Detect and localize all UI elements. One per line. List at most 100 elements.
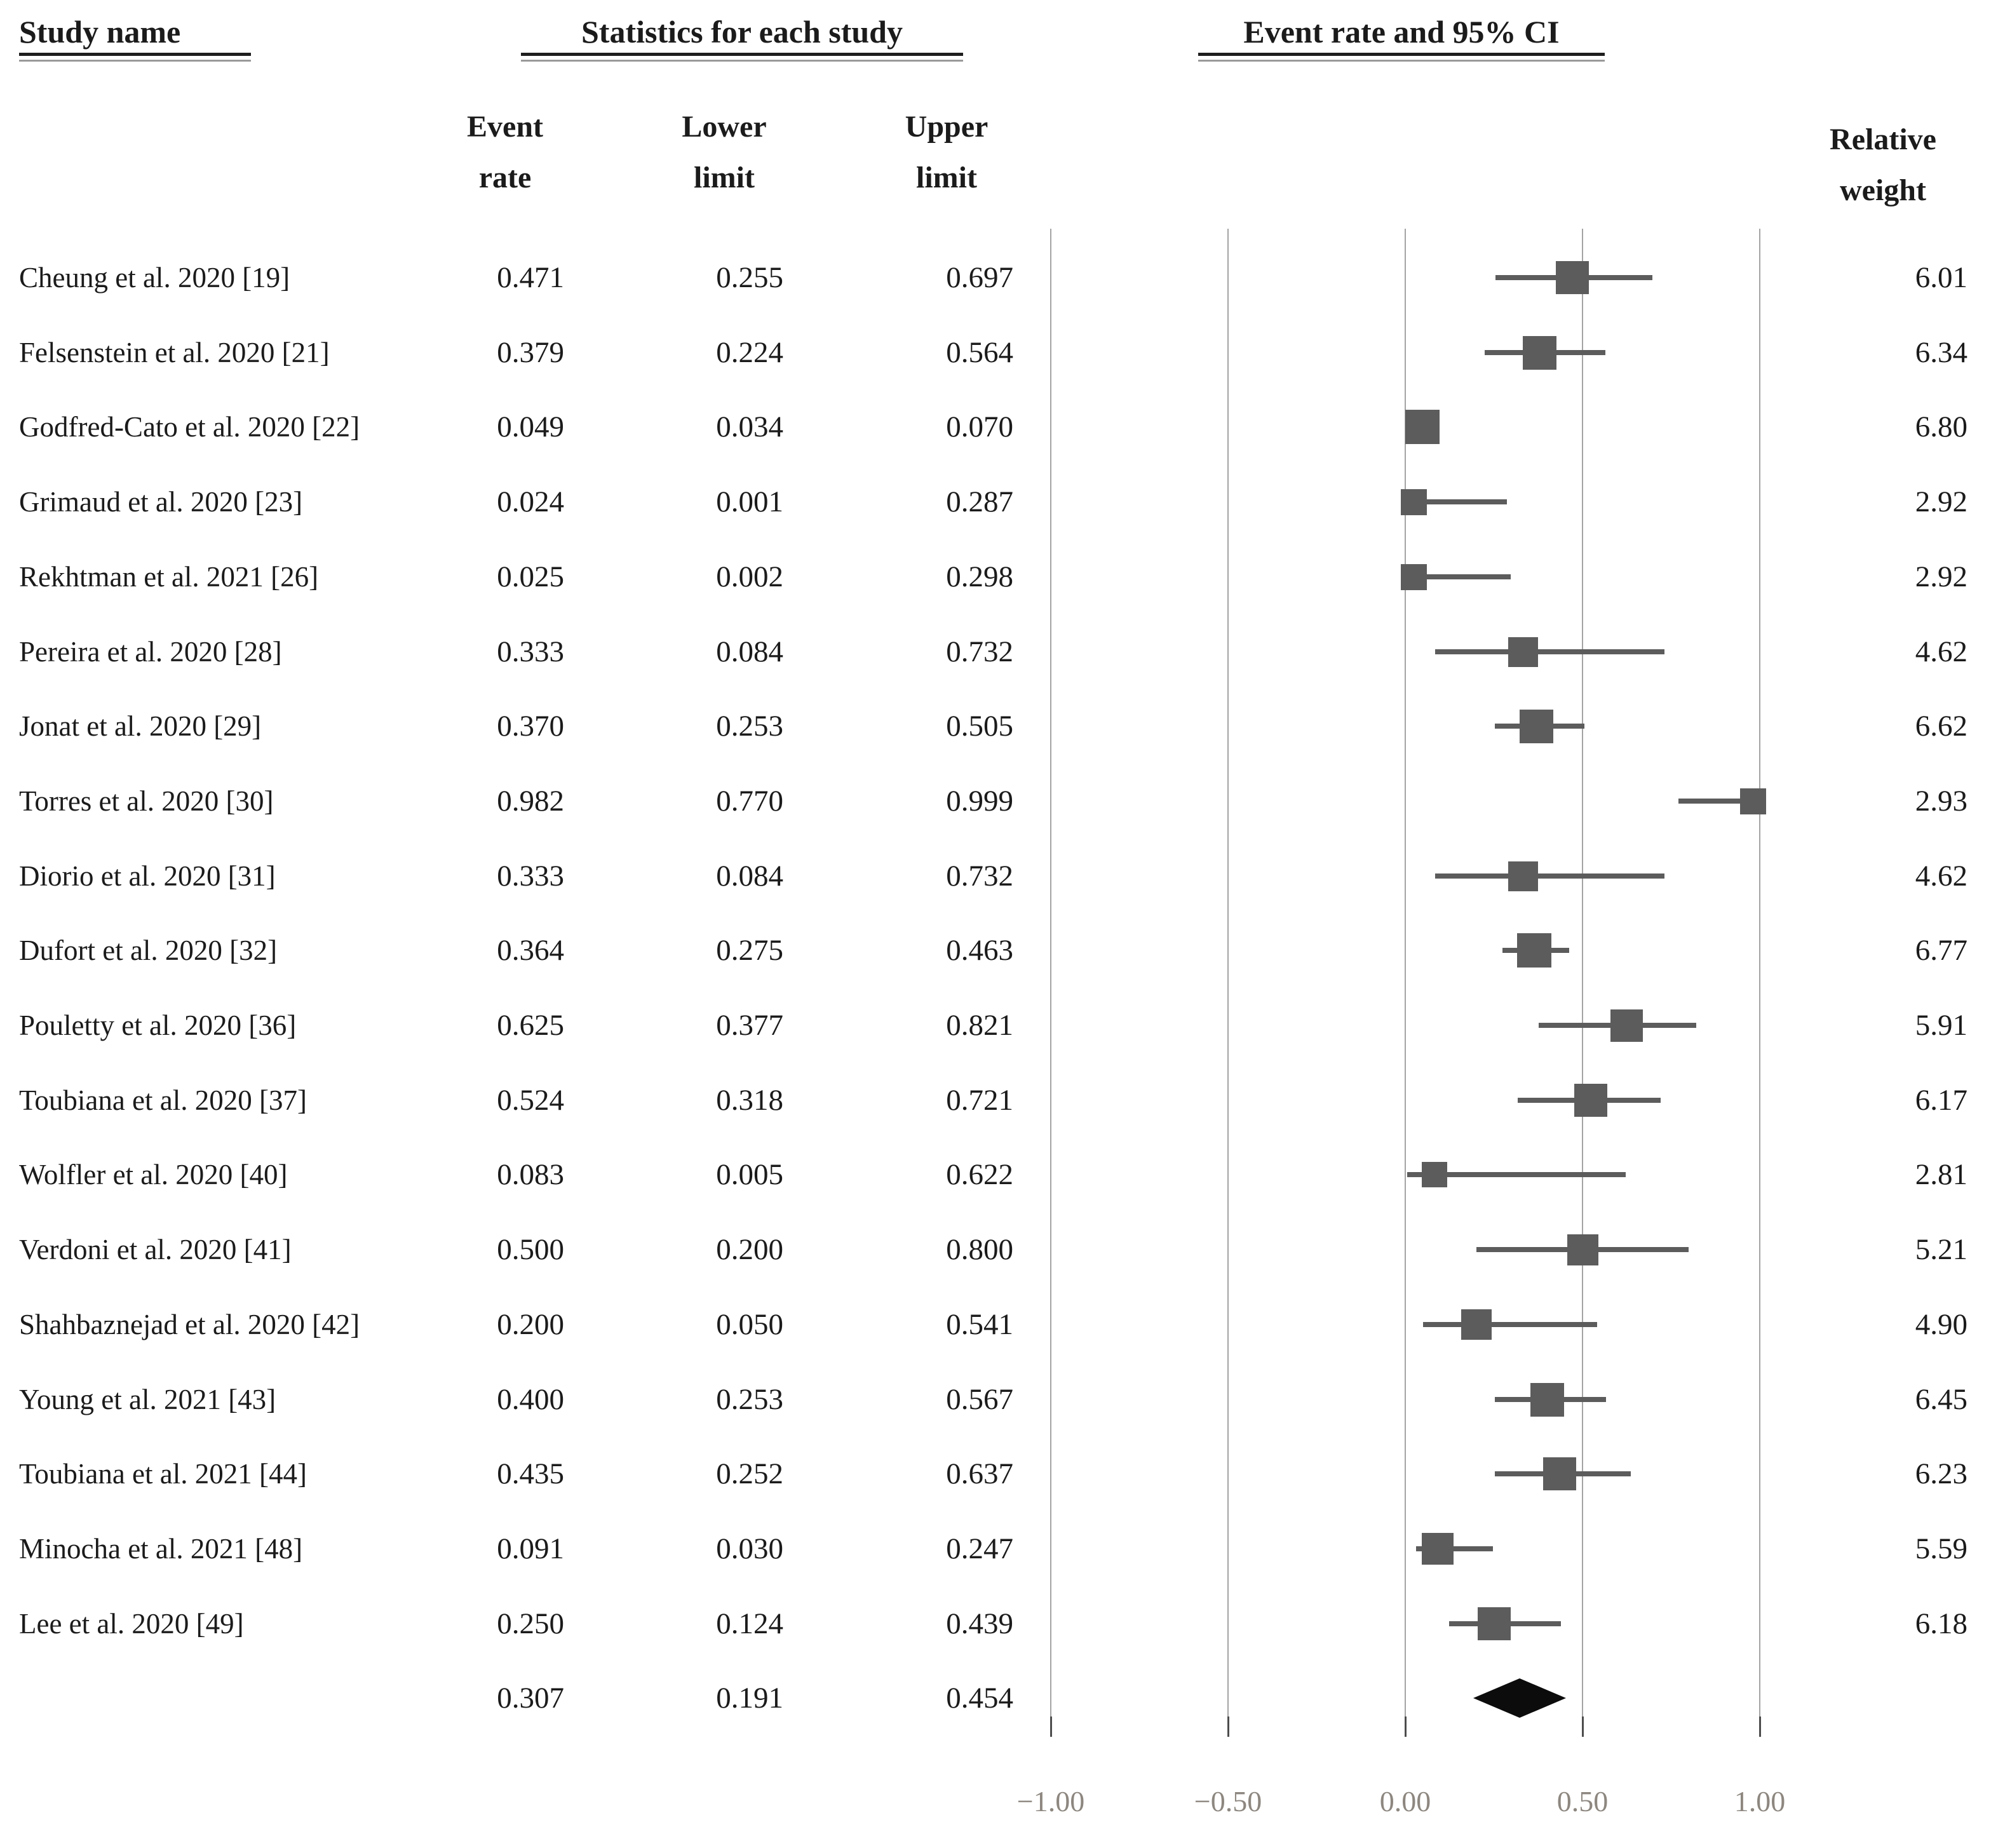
event-rate-value: 0.049 bbox=[497, 410, 564, 443]
lower-limit-value: 0.200 bbox=[716, 1233, 783, 1266]
event-rate-value: 0.024 bbox=[497, 485, 564, 518]
relative-weight-column-header: Relative weight bbox=[1788, 114, 1978, 216]
relative-weight-value: 2.93 bbox=[1915, 785, 1967, 818]
ci-whisker bbox=[1406, 499, 1507, 504]
event-rate-box bbox=[1422, 1533, 1454, 1565]
event-rate-ci-header-label: Event rate and 95% CI bbox=[1198, 14, 1605, 62]
event-rate-value: 0.982 bbox=[497, 785, 564, 818]
study-name: Pereira et al. 2020 [28] bbox=[19, 636, 282, 668]
upper-limit-column-header-line2: limit bbox=[916, 161, 977, 194]
event-rate-box bbox=[1508, 861, 1538, 891]
lower-limit-value: 0.084 bbox=[716, 635, 783, 668]
upper-limit-value: 0.564 bbox=[946, 336, 1013, 369]
event-rate-value: 0.250 bbox=[497, 1607, 564, 1640]
relative-weight-value: 6.01 bbox=[1915, 261, 1967, 294]
study-name: Rekhtman et al. 2021 [26] bbox=[19, 561, 319, 593]
lower-limit-value: 0.124 bbox=[716, 1607, 783, 1640]
upper-limit-value: 0.622 bbox=[946, 1158, 1013, 1191]
event-rate-box bbox=[1567, 1234, 1598, 1265]
event-rate-value: 0.471 bbox=[497, 261, 564, 294]
upper-limit-value: 0.505 bbox=[946, 710, 1013, 743]
relative-weight-value: 4.62 bbox=[1915, 860, 1967, 893]
relative-weight-value: 4.62 bbox=[1915, 635, 1967, 668]
lower-limit-value: 0.005 bbox=[716, 1158, 783, 1191]
event-rate-box bbox=[1478, 1607, 1511, 1640]
study-name: Toubiana et al. 2020 [37] bbox=[19, 1084, 307, 1116]
event-rate-column-header-line2: rate bbox=[478, 161, 532, 194]
upper-limit-value: 0.732 bbox=[946, 635, 1013, 668]
event-rate-value: 0.333 bbox=[497, 635, 564, 668]
lower-limit-value: 0.255 bbox=[716, 261, 783, 294]
event-rate-column-header: Event rate bbox=[410, 102, 600, 203]
event-rate-box bbox=[1422, 1162, 1447, 1187]
study-name: Shahbaznejad et al. 2020 [42] bbox=[19, 1309, 360, 1340]
relative-weight-value: 5.91 bbox=[1915, 1009, 1967, 1042]
study-name: Diorio et al. 2020 [31] bbox=[19, 860, 276, 892]
event-rate-value: 0.025 bbox=[497, 560, 564, 593]
event-rate-box bbox=[1530, 1383, 1564, 1417]
lower-limit-value: 0.030 bbox=[716, 1532, 783, 1565]
ci-whisker bbox=[1423, 1322, 1597, 1327]
event-rate-value: 0.625 bbox=[497, 1009, 564, 1042]
axis-tick bbox=[1405, 1716, 1407, 1737]
study-name: Felsenstein et al. 2020 [21] bbox=[19, 337, 330, 368]
upper-limit-value: 0.732 bbox=[946, 860, 1013, 893]
lower-limit-column-header-line2: limit bbox=[694, 161, 755, 194]
upper-limit-value: 0.439 bbox=[946, 1607, 1013, 1640]
study-name: Lee et al. 2020 [49] bbox=[19, 1608, 244, 1640]
event-rate-box bbox=[1461, 1309, 1492, 1340]
upper-limit-value: 0.637 bbox=[946, 1457, 1013, 1490]
study-name: Torres et al. 2020 [30] bbox=[19, 785, 274, 817]
event-rate-box bbox=[1405, 410, 1440, 444]
gridline bbox=[1759, 229, 1760, 1716]
relative-weight-column-header-line1: Relative bbox=[1830, 123, 1936, 156]
study-name: Toubiana et al. 2021 [44] bbox=[19, 1458, 307, 1490]
study-name: Godfred-Cato et al. 2020 [22] bbox=[19, 411, 360, 443]
axis-tick bbox=[1050, 1716, 1052, 1737]
ci-whisker bbox=[1407, 1172, 1626, 1177]
lower-limit-value: 0.253 bbox=[716, 1383, 783, 1416]
relative-weight-value: 6.77 bbox=[1915, 934, 1967, 967]
gridline bbox=[1227, 229, 1229, 1716]
event-rate-box bbox=[1610, 1009, 1643, 1042]
lower-limit-value: 0.224 bbox=[716, 336, 783, 369]
statistics-header-label: Statistics for each study bbox=[521, 14, 963, 62]
upper-limit-value: 0.298 bbox=[946, 560, 1013, 593]
event-rate-value: 0.364 bbox=[497, 934, 564, 967]
relative-weight-value: 2.81 bbox=[1915, 1158, 1967, 1191]
relative-weight-value: 6.34 bbox=[1915, 336, 1967, 369]
study-name: Wolfler et al. 2020 [40] bbox=[19, 1159, 288, 1190]
upper-limit-value: 0.721 bbox=[946, 1084, 1013, 1117]
study-name: Jonat et al. 2020 [29] bbox=[19, 710, 262, 742]
summary-event-rate-value: 0.307 bbox=[497, 1682, 564, 1715]
upper-limit-value: 0.541 bbox=[946, 1308, 1013, 1341]
event-rate-box bbox=[1508, 637, 1538, 667]
study-name: Cheung et al. 2020 [19] bbox=[19, 262, 290, 293]
summary-lower-limit-value: 0.191 bbox=[716, 1682, 783, 1715]
event-rate-box bbox=[1556, 261, 1589, 294]
relative-weight-value: 6.17 bbox=[1915, 1084, 1967, 1117]
relative-weight-value: 6.23 bbox=[1915, 1457, 1967, 1490]
gridline bbox=[1582, 229, 1583, 1716]
lower-limit-value: 0.002 bbox=[716, 560, 783, 593]
relative-weight-value: 6.80 bbox=[1915, 410, 1967, 443]
lower-limit-value: 0.770 bbox=[716, 785, 783, 818]
ci-whisker bbox=[1416, 1546, 1493, 1551]
upper-limit-value: 0.821 bbox=[946, 1009, 1013, 1042]
ci-whisker bbox=[1678, 799, 1759, 804]
relative-weight-value: 5.21 bbox=[1915, 1233, 1967, 1266]
lower-limit-column-header: Lower limit bbox=[629, 102, 820, 203]
axis-tick bbox=[1759, 1716, 1761, 1737]
event-rate-box bbox=[1401, 564, 1427, 590]
event-rate-value: 0.200 bbox=[497, 1308, 564, 1341]
event-rate-value: 0.333 bbox=[497, 860, 564, 893]
event-rate-box bbox=[1523, 336, 1556, 370]
event-rate-box bbox=[1520, 710, 1553, 743]
lower-limit-value: 0.275 bbox=[716, 934, 783, 967]
study-name: Dufort et al. 2020 [32] bbox=[19, 934, 278, 966]
lower-limit-column-header-line1: Lower bbox=[682, 110, 767, 144]
event-rate-box bbox=[1517, 933, 1551, 968]
relative-weight-value: 2.92 bbox=[1915, 560, 1967, 593]
relative-weight-value: 6.18 bbox=[1915, 1607, 1967, 1640]
